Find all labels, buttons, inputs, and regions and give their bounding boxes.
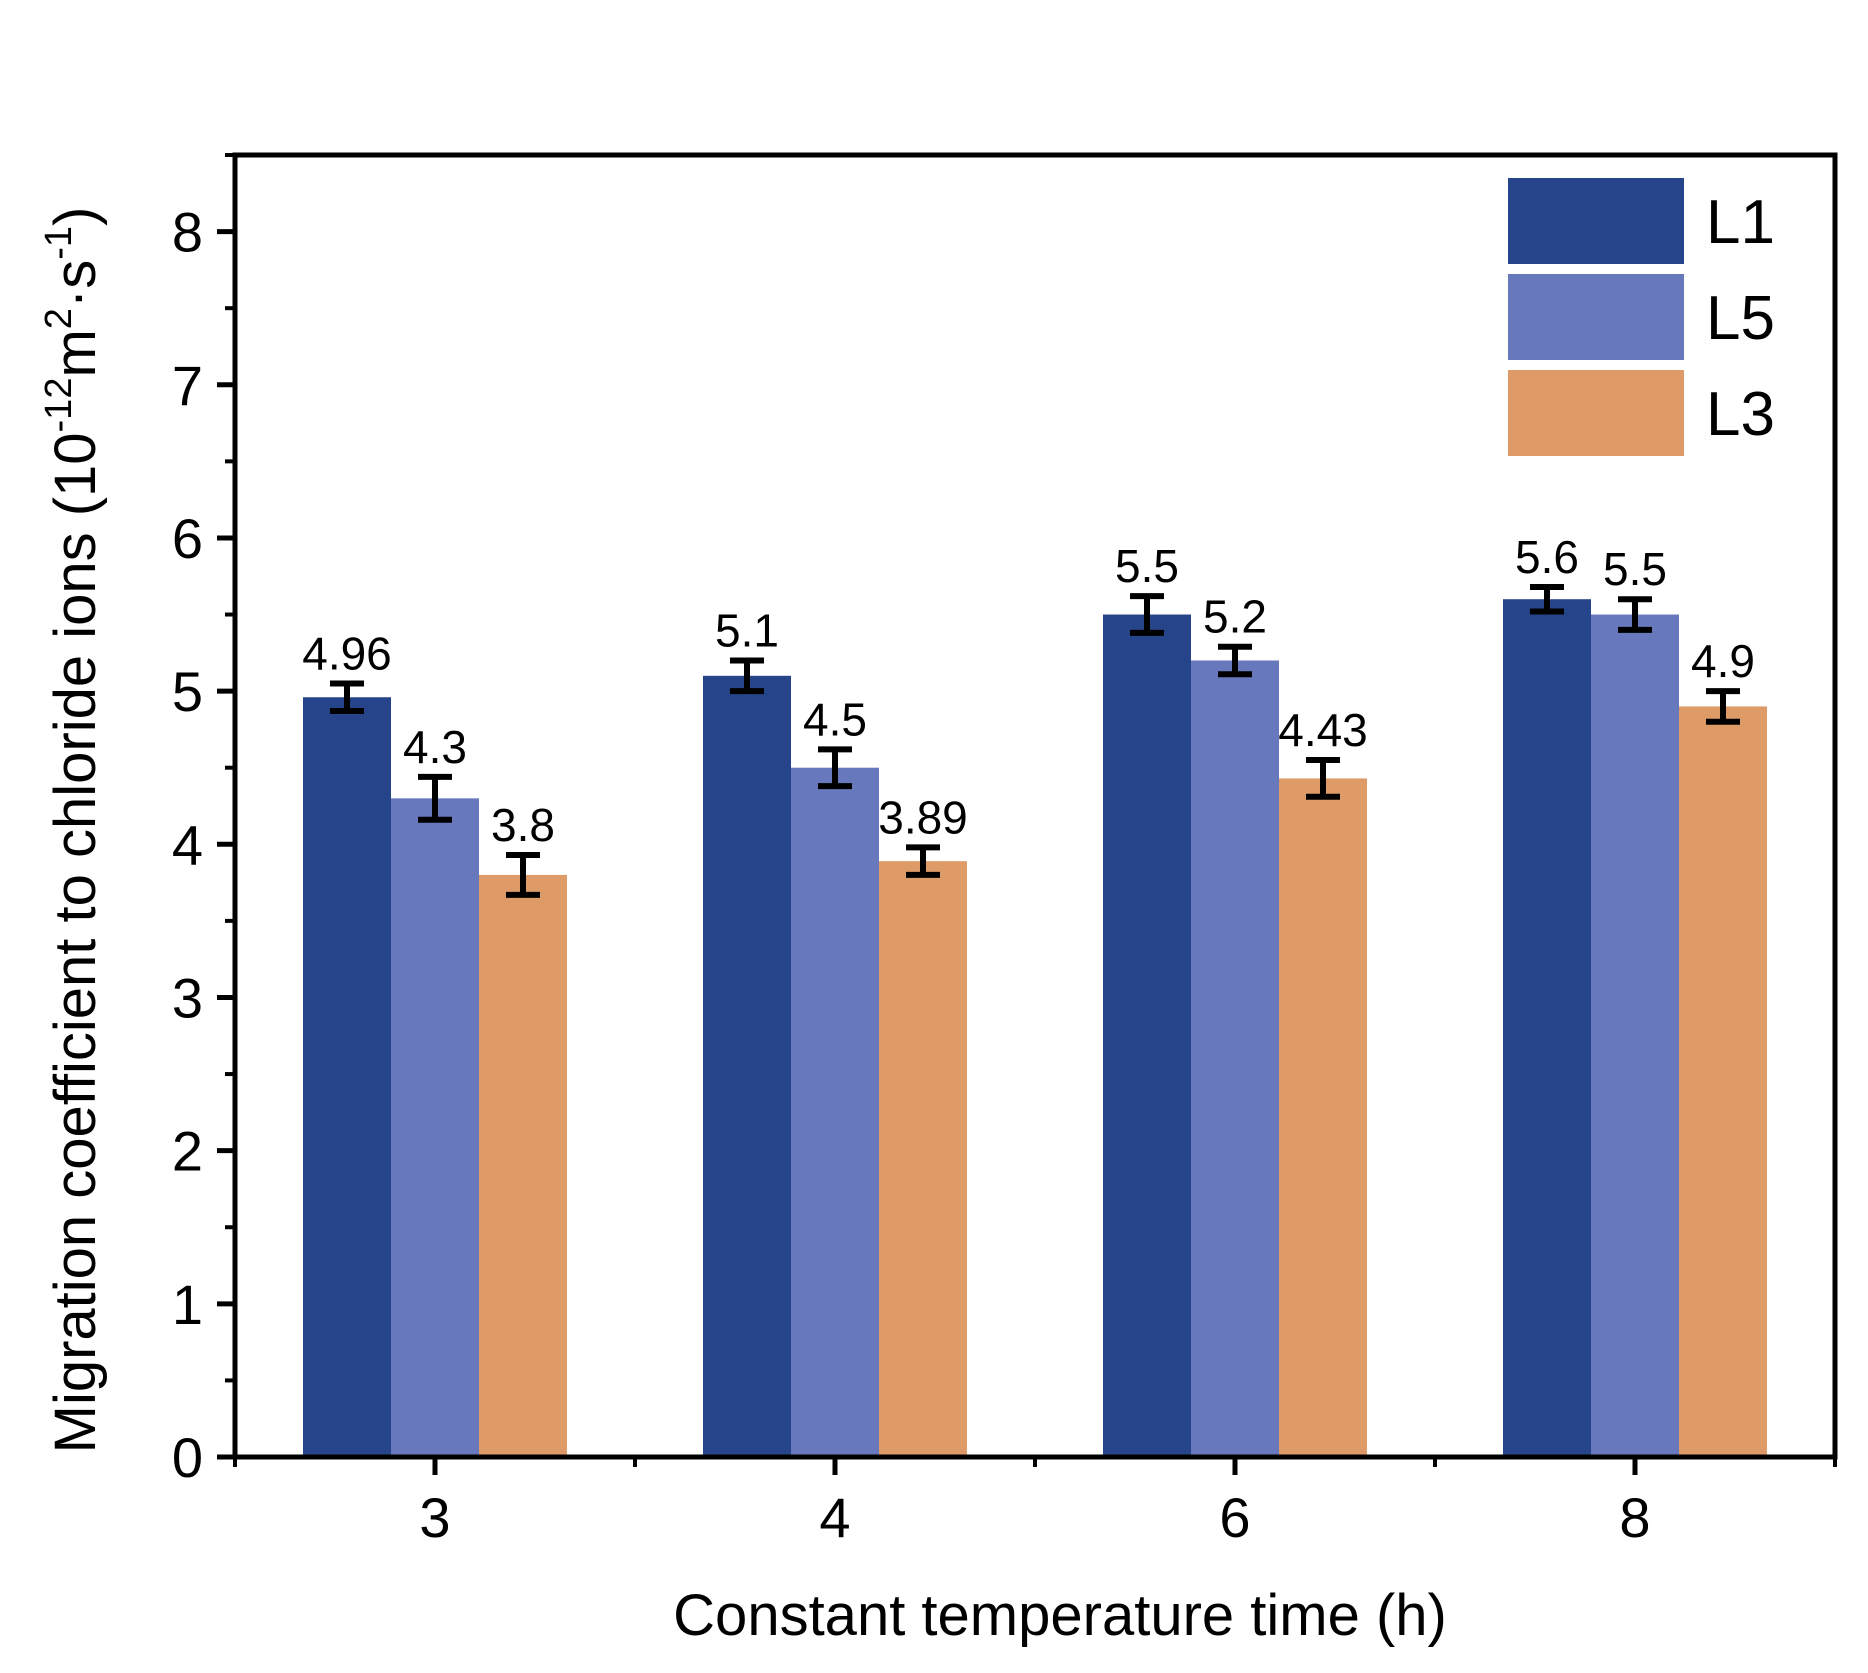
y-tick-label-7: 7 <box>172 354 203 417</box>
error-bar-L3-4 <box>906 844 940 878</box>
bar-L1-8 <box>1503 599 1591 1457</box>
data-label-L3-6: 4.43 <box>1278 704 1368 756</box>
legend-swatch-L5 <box>1508 274 1684 360</box>
bar-L1-6 <box>1103 614 1191 1457</box>
y-axis-title-close: ) <box>43 207 108 226</box>
x-tick-label-6: 6 <box>1219 1486 1250 1549</box>
error-bar-L5-8 <box>1618 596 1652 633</box>
y-axis-title-dot: ·s <box>43 260 108 308</box>
data-label-L1-4: 5.1 <box>715 604 779 656</box>
error-bar-L1-8 <box>1530 583 1564 615</box>
bar-L5-6 <box>1191 660 1279 1457</box>
x-axis-title: Constant temperature time (h) <box>673 1583 1447 1648</box>
error-bar-L1-6 <box>1130 593 1164 636</box>
legend: L1 L5 L3 <box>1508 178 1775 456</box>
y-tick-label-8: 8 <box>172 201 203 264</box>
bar-L1-4 <box>703 675 791 1457</box>
bar-L5-4 <box>791 767 879 1457</box>
error-bar-L1-4 <box>730 657 764 695</box>
x-axis: 3 4 6 8 <box>233 1457 1837 1549</box>
y-axis-title-main: Migration coefficient to chloride ions (… <box>43 432 108 1453</box>
bars-layer <box>303 599 1767 1457</box>
data-label-L3-3: 3.8 <box>491 799 555 851</box>
data-label-L5-3: 4.3 <box>403 721 467 773</box>
y-axis-title: Migration coefficient to chloride ions (… <box>38 207 108 1454</box>
x-tick-label-3: 3 <box>419 1486 450 1549</box>
y-axis-title-mid: m <box>43 329 108 377</box>
y-axis: 0 1 2 3 4 5 6 7 8 <box>172 153 235 1489</box>
legend-label-L1: L1 <box>1706 188 1775 257</box>
data-label-L1-6: 5.5 <box>1115 540 1179 592</box>
bar-L3-6 <box>1279 778 1367 1457</box>
legend-item-L5: L5 <box>1508 274 1775 360</box>
y-tick-label-4: 4 <box>172 813 203 876</box>
data-label-L3-4: 3.89 <box>878 791 968 843</box>
y-tick-label-2: 2 <box>172 1120 203 1183</box>
bar-L5-3 <box>391 798 479 1457</box>
bar-L5-8 <box>1591 614 1679 1457</box>
legend-label-L3: L3 <box>1706 380 1775 449</box>
error-bar-L5-4 <box>818 746 852 790</box>
data-label-L5-8: 5.5 <box>1603 543 1667 595</box>
data-label-L1-3: 4.96 <box>302 627 392 679</box>
legend-swatch-L1 <box>1508 178 1684 264</box>
data-label-L3-8: 4.9 <box>1691 635 1755 687</box>
legend-item-L3: L3 <box>1508 370 1775 456</box>
x-tick-label-4: 4 <box>819 1486 850 1549</box>
error-bar-L1-3 <box>330 680 364 715</box>
x-tick-label-8: 8 <box>1619 1486 1650 1549</box>
data-labels-layer: 4.964.3 3.8 5.1 4.53.89 5.5 5.2 4.43 5.6 5.5 4.9 <box>302 531 1755 851</box>
y-axis-title-sup3: -1 <box>38 226 80 260</box>
error-bar-L3-3 <box>506 852 540 898</box>
legend-label-L5: L5 <box>1706 284 1775 353</box>
y-axis-title-sup1: -12 <box>38 378 80 433</box>
y-tick-label-3: 3 <box>172 966 203 1029</box>
data-label-L1-8: 5.6 <box>1515 531 1579 583</box>
data-label-L5-6: 5.2 <box>1203 591 1267 643</box>
bar-L1-3 <box>303 697 391 1457</box>
y-tick-label-1: 1 <box>172 1273 203 1336</box>
error-bar-L3-8 <box>1706 688 1740 725</box>
legend-swatch-L3 <box>1508 370 1684 456</box>
bar-L3-4 <box>879 861 967 1457</box>
y-tick-label-6: 6 <box>172 507 203 570</box>
y-tick-label-5: 5 <box>172 660 203 723</box>
y-axis-title-sup2: 2 <box>38 308 80 329</box>
bar-L3-8 <box>1679 706 1767 1457</box>
error-bar-L3-6 <box>1306 757 1340 800</box>
legend-item-L1: L1 <box>1508 178 1775 264</box>
error-bar-L5-6 <box>1218 643 1252 678</box>
bar-L3-3 <box>479 874 567 1457</box>
data-label-L5-4: 4.5 <box>803 693 867 745</box>
y-tick-label-0: 0 <box>172 1426 203 1489</box>
error-bar-L5-3 <box>418 773 452 823</box>
error-bars-layer <box>330 583 1740 898</box>
